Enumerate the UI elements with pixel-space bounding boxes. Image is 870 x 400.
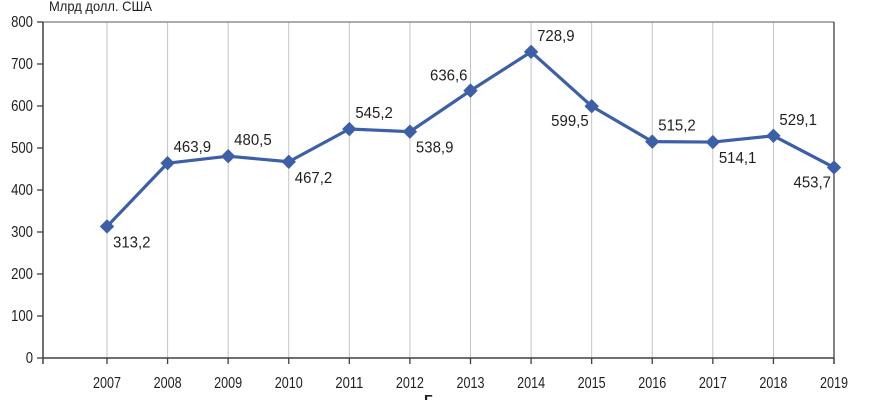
value-label: 545,2	[355, 105, 393, 122]
cropped-caption-fragment: Г	[424, 393, 458, 400]
data-point-marker	[342, 121, 357, 137]
data-point-marker	[826, 160, 842, 175]
x-tick-label: 2010	[275, 375, 303, 392]
value-label: 453,7	[794, 174, 832, 191]
value-label: 467,2	[295, 170, 333, 187]
x-tick-label: 2009	[214, 375, 242, 392]
y-tick-label: 400	[11, 182, 33, 199]
data-point-marker	[463, 83, 478, 98]
data-point-marker	[99, 219, 115, 234]
y-tick-label: 500	[11, 140, 33, 157]
value-label: 313,2	[113, 234, 151, 251]
y-tick-label: 0	[26, 350, 34, 367]
y-tick-label: 800	[11, 14, 33, 31]
value-label: 529,1	[779, 112, 817, 129]
value-label: 728,9	[537, 28, 575, 45]
x-tick-label: 2019	[820, 375, 848, 392]
x-tick-label: 2014	[517, 375, 545, 392]
x-tick-label: 2015	[578, 375, 606, 392]
data-point-marker	[281, 154, 296, 169]
data-point-marker	[160, 155, 175, 171]
x-tick-label: 2018	[759, 375, 787, 392]
x-tick-label: 2012	[396, 375, 424, 392]
data-point-marker	[766, 128, 781, 143]
x-tick-label: 2016	[638, 375, 666, 392]
data-point-marker	[645, 134, 660, 149]
y-tick-label: 100	[11, 308, 33, 325]
data-point-marker	[523, 44, 539, 60]
value-label: 515,2	[658, 118, 696, 135]
x-tick-label: 2011	[335, 375, 363, 392]
value-label: 636,6	[430, 68, 468, 85]
value-label: 538,9	[416, 140, 454, 157]
data-point-marker	[220, 148, 236, 164]
data-point-marker	[705, 134, 721, 150]
y-tick-label: 700	[11, 56, 33, 73]
data-point-marker	[584, 99, 599, 114]
value-label: 599,5	[551, 113, 589, 130]
chart-title: Млрд долл. США	[49, 0, 153, 14]
x-tick-label: 2013	[457, 375, 485, 392]
x-tick-label: 2017	[699, 375, 727, 392]
value-label: 514,1	[719, 150, 757, 167]
y-tick-label: 300	[11, 224, 33, 241]
x-tick-label: 2008	[154, 375, 182, 392]
data-point-marker	[402, 124, 418, 139]
value-label: 480,5	[234, 132, 272, 149]
y-tick-label: 600	[11, 98, 33, 115]
x-tick-label: 2007	[93, 375, 121, 392]
value-label: 463,9	[174, 139, 212, 156]
y-tick-label: 200	[11, 266, 33, 283]
